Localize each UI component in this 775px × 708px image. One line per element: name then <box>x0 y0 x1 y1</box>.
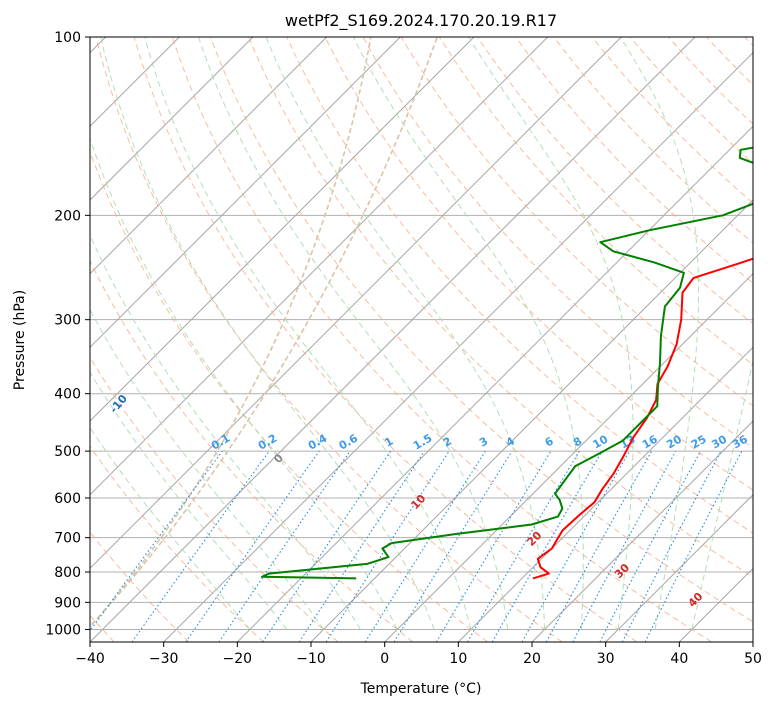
x-tick-label-2: −20 <box>223 651 253 667</box>
y-tick-label-4: 500 <box>54 444 81 460</box>
y-tick-label-0: 100 <box>54 30 81 46</box>
dry-adiabat-line <box>90 445 264 642</box>
y-tick-label-2: 300 <box>54 313 81 329</box>
y-tick-label-6: 700 <box>54 531 81 547</box>
moist-adiabat-line <box>691 358 753 630</box>
y-tick-label-1: 200 <box>54 208 81 224</box>
mixing-ratio-line-7 <box>364 450 486 642</box>
mixing-ratio-line-13 <box>545 450 653 642</box>
dry-adiabat-line <box>90 259 414 642</box>
isotherm-line <box>90 37 622 570</box>
dry-adiabat-line <box>133 37 638 642</box>
y-tick-label-9: 1000 <box>45 622 81 638</box>
x-tick-label-8: 40 <box>670 651 688 667</box>
reference-curve <box>90 37 438 628</box>
x-tick-label-6: 20 <box>523 651 541 667</box>
x-tick-label-7: 30 <box>597 651 615 667</box>
dry-adiabat-line <box>515 37 753 284</box>
mixing-ratio-line-2 <box>185 450 320 642</box>
mixing-ratio-line-0 <box>90 450 223 632</box>
moist-adiabat-line <box>90 426 251 630</box>
isotherm-line <box>90 37 328 275</box>
isotherm-line <box>90 37 254 201</box>
dry-adiabat-line <box>324 37 753 491</box>
x-tick-label-4: 0 <box>380 651 389 667</box>
moist-adiabat-line <box>90 371 288 630</box>
x-tick-label-9: 50 <box>744 651 762 667</box>
mixing-ratio-line-14 <box>572 450 677 642</box>
x-axis-label: Temperature (°C) <box>360 681 482 697</box>
axis-ticks: −40 −30 −20 −10 0 10 20 30 40 50 100 200 300 400 500 60… <box>45 30 762 667</box>
moist-adiabat-line <box>90 308 324 630</box>
x-tick-label-5: 10 <box>449 651 467 667</box>
moist-adiabat-line <box>265 37 546 630</box>
moist-adiabat-line <box>90 137 398 630</box>
dry-adiabat-line <box>210 37 753 623</box>
y-tick-label-3: 400 <box>54 387 81 403</box>
isotherm-line <box>90 37 549 496</box>
moist-adiabat-line <box>90 233 361 630</box>
dry-adiabat-line <box>477 37 753 325</box>
x-tick-label-1: −30 <box>149 651 179 667</box>
mixing-ratio-line-11 <box>491 450 603 642</box>
y-axis-label: Pressure (hPa) <box>12 290 28 390</box>
isotherm-line <box>90 37 401 349</box>
dry-adiabat-line <box>591 37 753 204</box>
mixing-ratio-line-3 <box>218 450 351 642</box>
mixing-ratio-line-10 <box>467 450 580 642</box>
moist-adiabat-line <box>352 37 584 630</box>
dry-adiabat-line <box>248 37 753 578</box>
mixing-ratio-line-9 <box>435 450 552 642</box>
dry-adiabat-line <box>629 37 753 165</box>
y-tick-label-5: 600 <box>54 491 81 507</box>
isotherm-line <box>531 420 753 642</box>
dry-adiabat-line <box>171 37 712 642</box>
moist-adiabat-line <box>144 37 472 630</box>
dewpoint-profile <box>261 146 753 580</box>
reference-curve <box>90 37 372 628</box>
isotherm-line <box>90 37 475 422</box>
mixing-ratio-line-12 <box>521 450 630 642</box>
chart-title: wetPf2_S169.2024.170.20.19.R17 <box>285 11 557 31</box>
x-tick-label-3: −10 <box>296 651 326 667</box>
x-tick-label-0: −40 <box>75 651 105 667</box>
plot-area: 0.10.20.40.611.52346810131620253036-100-… <box>90 37 753 642</box>
isotherm-line <box>384 272 753 642</box>
temperature-profile <box>532 257 753 580</box>
y-tick-label-7: 800 <box>54 565 81 581</box>
moist-adiabat-line <box>468 37 634 630</box>
moist-adiabat-line <box>100 37 435 630</box>
moist-adiabat-line <box>198 37 509 630</box>
plot-frame <box>89 36 754 643</box>
isotherm-line <box>605 493 753 642</box>
dry-adiabat-line <box>362 37 753 449</box>
mixing-ratio-line-1 <box>131 450 270 642</box>
dry-adiabat-line <box>400 37 753 407</box>
isotherm-line <box>90 37 696 642</box>
isotherm-line <box>236 125 753 642</box>
mixing-ratio-line-8 <box>393 450 513 642</box>
isotherm-line <box>163 51 753 642</box>
isotherm-line <box>457 346 753 642</box>
y-tick-label-8: 900 <box>54 595 81 611</box>
moist-adiabat-line <box>619 37 699 630</box>
